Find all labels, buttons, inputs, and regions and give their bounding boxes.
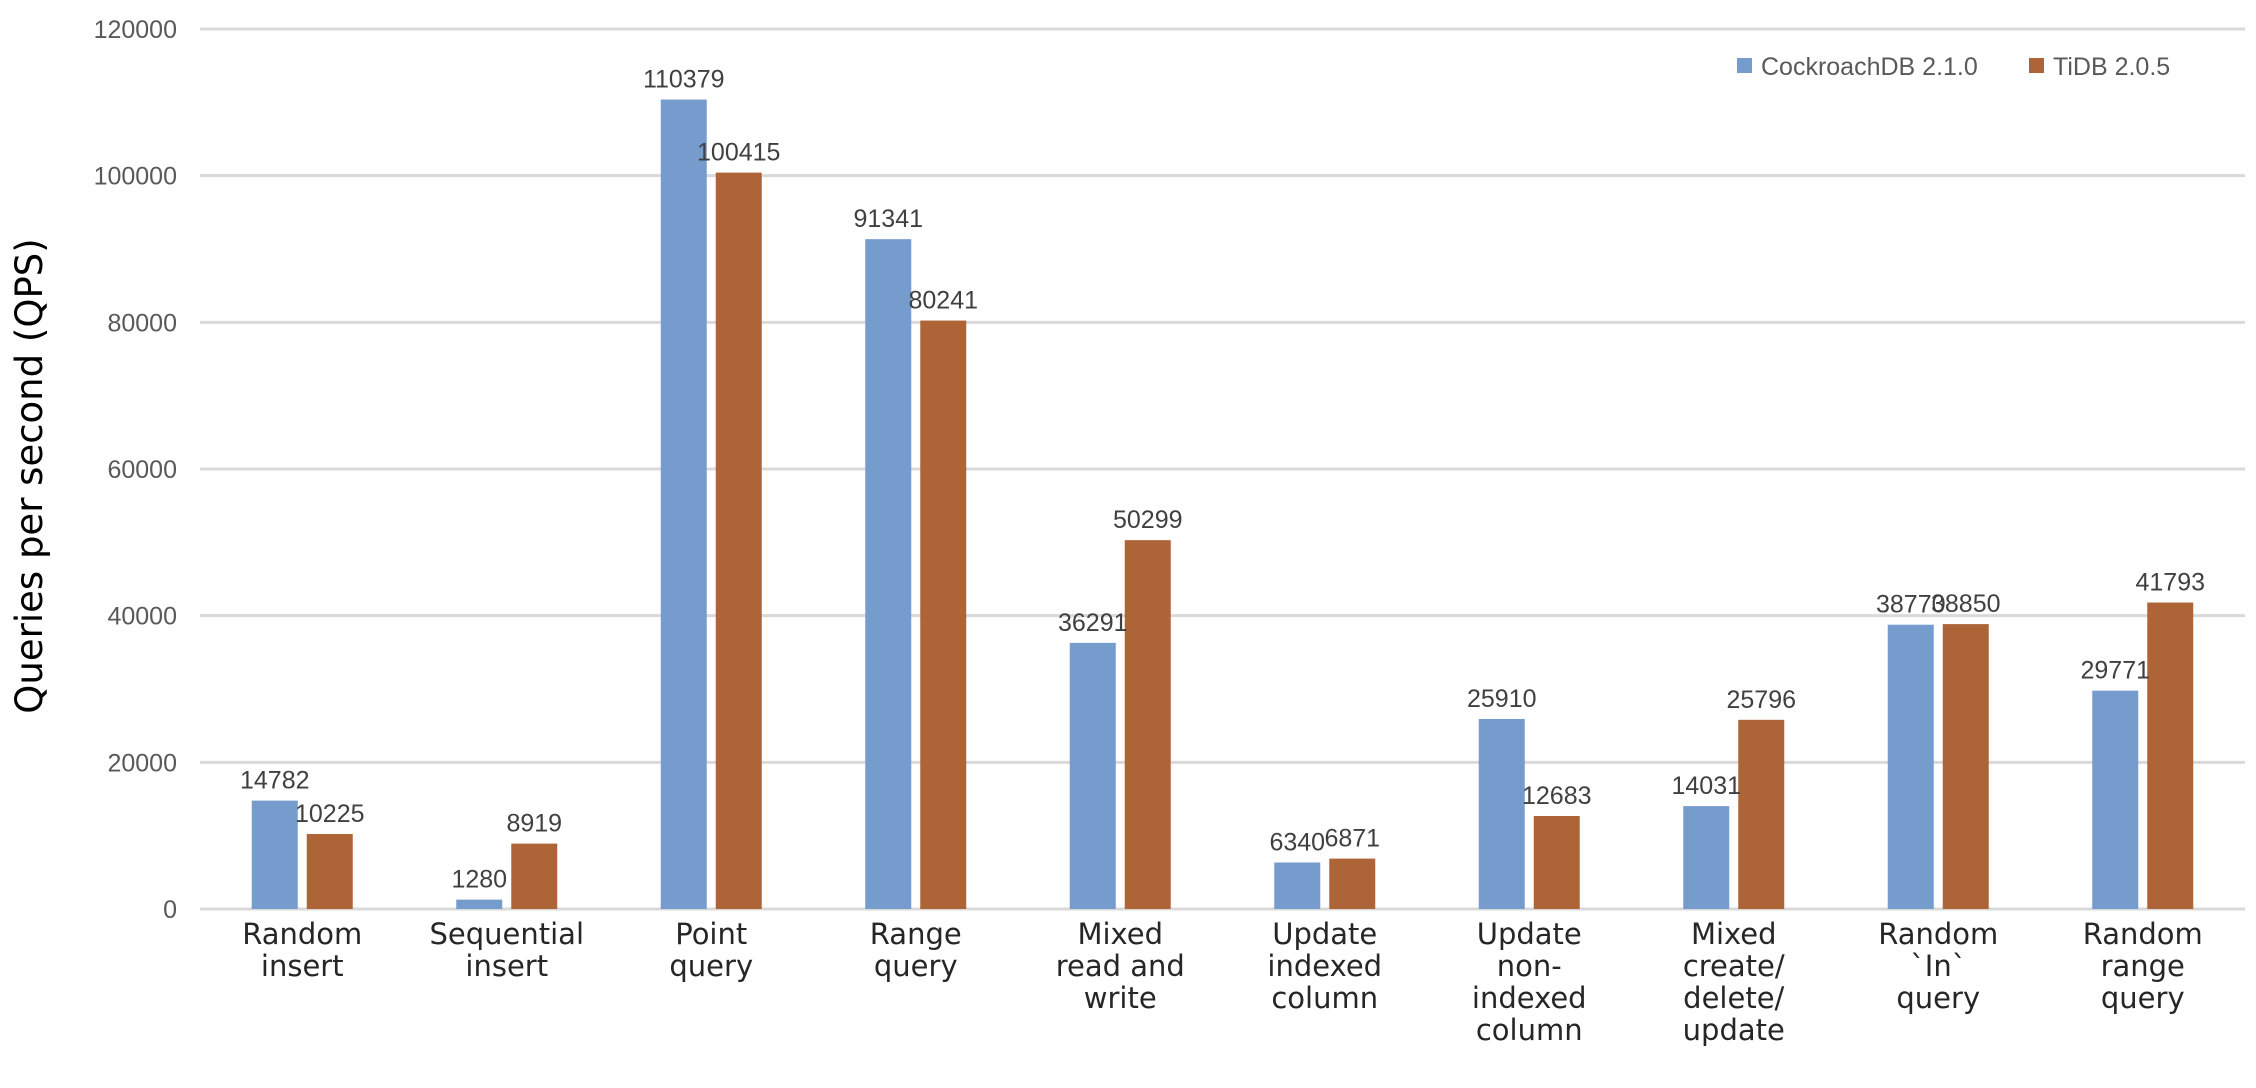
data-label: 80241 bbox=[908, 287, 978, 315]
data-labels: 14782 10225 1280 8919 110379 100415 91341 80241… bbox=[240, 66, 2205, 894]
gridlines bbox=[200, 27, 2245, 911]
y-tick-label: 0 bbox=[163, 896, 177, 924]
x-category-label: Point bbox=[675, 917, 747, 951]
x-category-label: write bbox=[1084, 981, 1157, 1015]
data-label: 100415 bbox=[697, 139, 780, 167]
data-label: 110379 bbox=[643, 66, 725, 94]
bar bbox=[865, 239, 912, 909]
data-label: 6340 bbox=[1269, 829, 1325, 857]
y-tick-label: 40000 bbox=[107, 603, 177, 631]
bar bbox=[1942, 624, 1989, 909]
bar bbox=[715, 172, 762, 909]
data-label: 14031 bbox=[1671, 772, 1741, 800]
x-category-label: query bbox=[2101, 981, 2185, 1015]
x-category-label: non- bbox=[1497, 949, 1562, 983]
x-category-label: Random bbox=[2083, 917, 2203, 951]
x-category-label: Update bbox=[1477, 917, 1582, 951]
bar bbox=[456, 899, 503, 909]
bar bbox=[1478, 718, 1525, 909]
x-category-label: Update bbox=[1272, 917, 1377, 951]
x-category-label: Random bbox=[242, 917, 362, 951]
bar bbox=[1887, 624, 1934, 909]
x-category-label: indexed bbox=[1472, 981, 1587, 1015]
x-category-label: insert bbox=[465, 949, 548, 983]
bar bbox=[1124, 540, 1171, 909]
x-category-label: range bbox=[2101, 949, 2185, 983]
y-tick-label: 60000 bbox=[107, 456, 177, 484]
bar bbox=[251, 800, 298, 909]
data-label: 36291 bbox=[1058, 609, 1128, 637]
x-category-label: indexed bbox=[1267, 949, 1382, 983]
y-axis-label: Queries per second (QPS) bbox=[8, 238, 51, 713]
x-category-label: update bbox=[1683, 1013, 1785, 1047]
x-category-label: create/ bbox=[1683, 949, 1785, 983]
legend-swatch bbox=[2029, 58, 2044, 73]
x-category-label: query bbox=[1896, 981, 1980, 1015]
y-axis-ticks: 0 20000 40000 60000 80000 100000 120000 bbox=[94, 16, 177, 924]
data-label: 10225 bbox=[295, 800, 365, 828]
bar bbox=[1274, 862, 1321, 909]
data-label: 8919 bbox=[506, 810, 562, 838]
data-label: 25796 bbox=[1726, 686, 1796, 714]
y-tick-label: 80000 bbox=[107, 309, 177, 337]
y-tick-label: 100000 bbox=[94, 163, 177, 191]
data-label: 91341 bbox=[853, 205, 923, 233]
x-category-label: read and bbox=[1056, 949, 1185, 983]
y-tick-label: 20000 bbox=[107, 749, 177, 777]
bar bbox=[1329, 858, 1376, 909]
legend: CockroachDB 2.1.0 TiDB 2.0.5 bbox=[1737, 53, 2170, 81]
bar bbox=[660, 99, 707, 909]
data-label: 14782 bbox=[240, 767, 310, 795]
x-category-label: insert bbox=[261, 949, 344, 983]
x-category-label: Sequential bbox=[429, 917, 584, 951]
data-label: 29771 bbox=[2080, 657, 2150, 685]
data-label: 6871 bbox=[1324, 825, 1380, 853]
x-category-label: Random bbox=[1878, 917, 1998, 951]
legend-label: TiDB 2.0.5 bbox=[2053, 53, 2170, 81]
bar bbox=[1533, 815, 1580, 909]
x-axis-categories: RandominsertSequentialinsertPointqueryRa… bbox=[242, 917, 2203, 1047]
data-label: 38850 bbox=[1931, 590, 2001, 618]
bar bbox=[1738, 719, 1785, 909]
bar bbox=[2147, 602, 2194, 909]
bar bbox=[2092, 690, 2139, 909]
x-category-label: Mixed bbox=[1691, 917, 1777, 951]
legend-label: CockroachDB 2.1.0 bbox=[1761, 53, 1978, 81]
bars bbox=[251, 99, 2194, 909]
bar bbox=[306, 834, 353, 909]
x-category-label: query bbox=[874, 949, 958, 983]
bar bbox=[920, 320, 967, 909]
legend-swatch bbox=[1737, 58, 1752, 73]
data-label: 25910 bbox=[1467, 685, 1537, 713]
x-category-label: column bbox=[1271, 981, 1378, 1015]
y-tick-label: 120000 bbox=[94, 16, 177, 44]
x-category-label: Mixed bbox=[1077, 917, 1163, 951]
x-category-label: Range bbox=[870, 917, 962, 951]
x-category-label: delete/ bbox=[1683, 981, 1784, 1015]
x-category-label: `In` bbox=[1910, 949, 1966, 983]
x-category-label: query bbox=[669, 949, 753, 983]
bar bbox=[1069, 642, 1116, 909]
data-label: 12683 bbox=[1522, 782, 1592, 810]
data-label: 38770 bbox=[1876, 591, 1946, 619]
bar bbox=[511, 843, 558, 909]
x-category-label: column bbox=[1476, 1013, 1583, 1047]
bar bbox=[1683, 806, 1730, 909]
data-label: 41793 bbox=[2135, 569, 2205, 597]
data-label: 1280 bbox=[451, 866, 507, 894]
data-label: 50299 bbox=[1113, 506, 1183, 534]
